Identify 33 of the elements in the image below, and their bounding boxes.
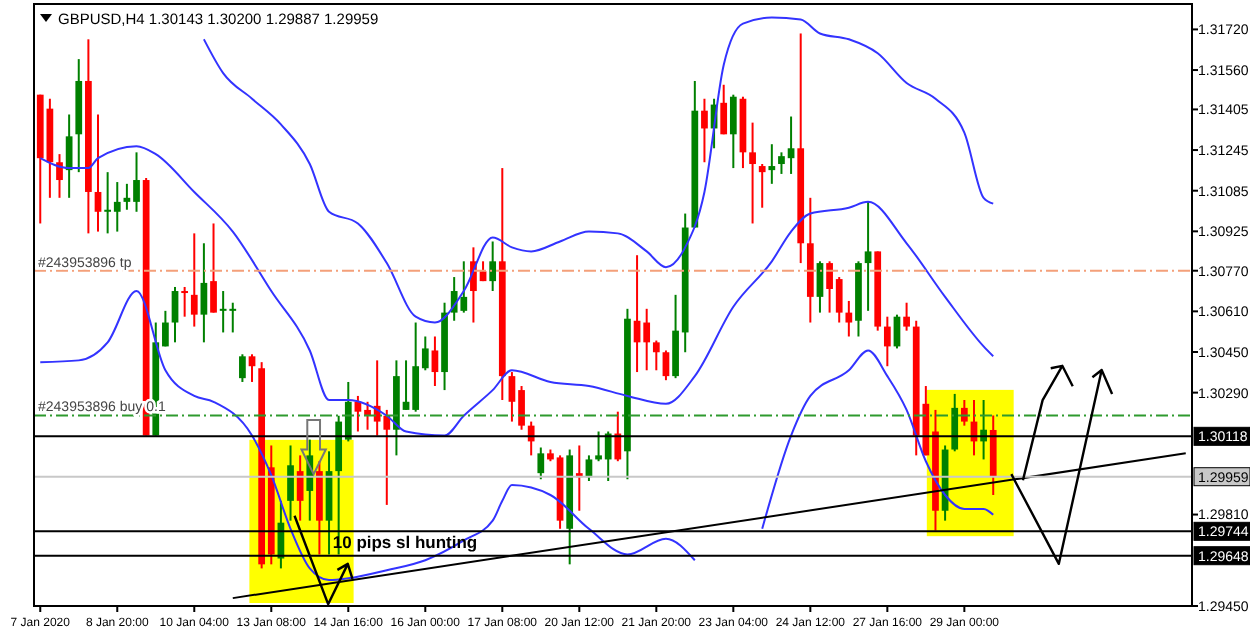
candlestick	[652, 339, 660, 372]
candlestick	[239, 353, 246, 383]
candlestick	[200, 242, 208, 344]
candlestick	[864, 200, 872, 312]
candlestick	[758, 163, 766, 209]
candlestick	[210, 222, 217, 314]
candlestick	[701, 97, 708, 164]
candlestick	[951, 392, 959, 453]
candlestick	[729, 93, 737, 170]
candlestick	[181, 285, 189, 318]
line-series	[39, 290, 696, 582]
candlestick	[903, 301, 910, 332]
line-series	[202, 16, 995, 324]
candlestick	[287, 444, 294, 522]
candlestick	[720, 83, 728, 136]
candlestick	[845, 299, 853, 338]
candlestick	[989, 414, 997, 496]
candlestick	[171, 285, 179, 344]
candlestick	[296, 454, 304, 522]
candlestick	[190, 232, 198, 328]
candlestick	[248, 353, 256, 383]
candlestick	[749, 121, 756, 225]
candlestick	[431, 335, 439, 388]
candlestick	[56, 153, 63, 199]
candlestick	[960, 399, 968, 427]
candlestick	[768, 143, 776, 185]
line-series	[761, 349, 995, 530]
candlestick	[883, 315, 891, 368]
candlestick	[65, 113, 73, 199]
candlestick	[614, 410, 622, 463]
candlestick	[537, 446, 545, 481]
candlestick	[94, 113, 102, 233]
candlestick	[489, 240, 497, 293]
